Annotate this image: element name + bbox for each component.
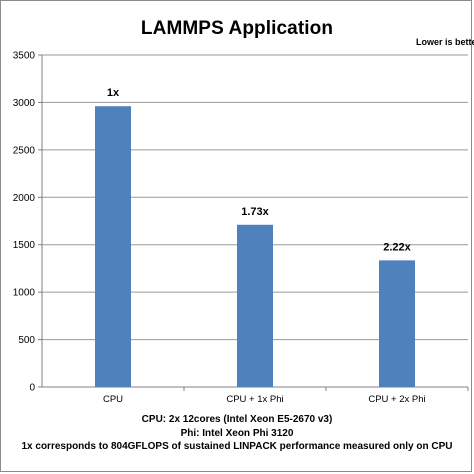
footnote-phi: Phi: Intel Xeon Phi 3120 [180, 427, 294, 439]
lower-is-better-note: Lower is better [415, 37, 474, 47]
x-tick-label-3: CPU + 2x Phi [368, 394, 425, 405]
y-tick-label-1500: 1500 [13, 240, 36, 251]
y-tick-label-3000: 3000 [13, 98, 36, 109]
y-tick-label-3500: 3500 [13, 51, 36, 62]
y-tick-label-2500: 2500 [13, 145, 36, 156]
y-tick-label-2000: 2000 [13, 193, 36, 204]
y-tick-label-1000: 1000 [13, 288, 36, 299]
footnote-baseline: 1x corresponds to 804GFLOPS of sustained… [21, 441, 453, 452]
data-label-1: 1x [107, 87, 120, 99]
y-tick-label-0: 0 [29, 383, 35, 394]
footnote-cpu: CPU: 2x 12cores (Intel Xeon E5-2670 v3) [141, 414, 333, 425]
chart-title: LAMMPS Application [140, 18, 334, 39]
x-tick-label-2: CPU + 1x Phi [226, 394, 283, 405]
x-tick-label-1: CPU [103, 394, 123, 405]
data-label-2: 1.73x [241, 206, 269, 218]
data-label-3: 2.22x [383, 241, 411, 253]
y-tick-label-500: 500 [18, 335, 35, 346]
bar-3 [379, 260, 415, 387]
bar-2 [237, 224, 273, 387]
chart-footnotes: CPU: 2x 12cores (Intel Xeon E5-2670 v3) … [0, 413, 474, 454]
bar-1 [95, 106, 131, 388]
